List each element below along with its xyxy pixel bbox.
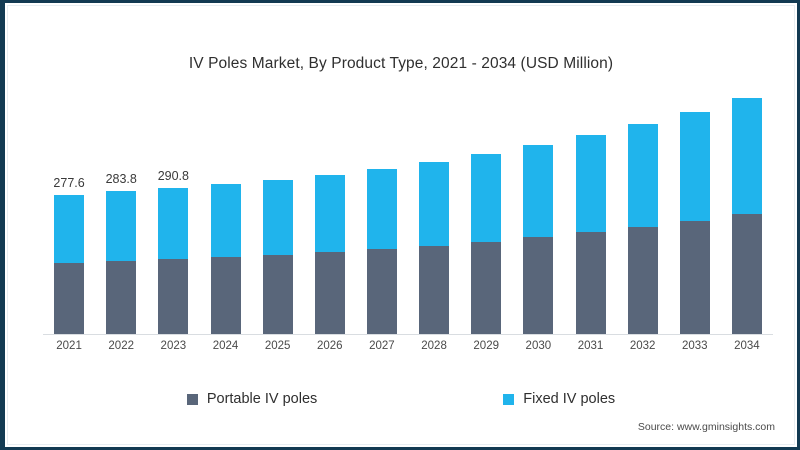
bar-segment-portable <box>106 260 137 334</box>
bar-segment-portable <box>575 232 606 334</box>
bar-group <box>158 187 189 334</box>
bar-segment-fixed <box>210 184 241 258</box>
x-axis-tick-label: 2025 <box>264 340 291 352</box>
plot-area <box>43 103 773 335</box>
bar-segment-fixed <box>575 134 606 233</box>
x-axis-tick-label: 2023 <box>160 340 187 352</box>
bar-segment-fixed <box>523 144 554 238</box>
bar-group <box>471 153 502 334</box>
bar-group <box>731 98 762 334</box>
legend-label-fixed: Fixed IV poles <box>523 391 616 407</box>
bar-group <box>210 184 241 334</box>
x-axis-tick-label: 2027 <box>369 340 395 352</box>
bar-segment-portable <box>314 252 345 334</box>
bar-group <box>419 161 450 334</box>
x-axis-tick-label: 2030 <box>525 340 552 352</box>
bar-group <box>523 144 554 334</box>
bar-value-label: 283.8 <box>105 172 137 187</box>
bar-segment-portable <box>523 237 554 334</box>
bar-segment-fixed <box>366 168 397 250</box>
bar-segment-portable <box>366 249 397 334</box>
bar-segment-portable <box>158 259 189 334</box>
chart-inner-frame <box>7 5 795 445</box>
bar-group <box>54 194 85 334</box>
bar-group <box>575 134 606 334</box>
chart-legend: Portable IV poles Fixed IV poles <box>5 391 797 407</box>
bar-group <box>366 168 397 334</box>
bar-segment-portable <box>419 245 450 334</box>
bar-segment-fixed <box>471 153 502 242</box>
legend-swatch-portable-icon <box>186 393 198 405</box>
x-axis-tick-label: 2022 <box>108 340 134 352</box>
bar-segment-portable <box>54 262 85 334</box>
bar-segment-portable <box>627 226 658 334</box>
chart-title: IV Poles Market, By Product Type, 2021 -… <box>188 55 614 72</box>
x-axis-tick-label: 2031 <box>577 340 604 352</box>
bar-segment-fixed <box>679 111 710 221</box>
bar-segment-fixed <box>314 175 345 253</box>
bar-segment-fixed <box>419 161 450 246</box>
bar-segment-fixed <box>54 194 85 263</box>
bar-group <box>679 111 710 334</box>
bar-segment-portable <box>731 213 762 334</box>
x-axis-tick-label: 2034 <box>734 340 760 352</box>
legend-swatch-fixed-icon <box>503 393 515 405</box>
x-axis-tick-label: 2024 <box>212 340 239 352</box>
bar-value-label: 277.6 <box>53 175 85 190</box>
bar-segment-portable <box>679 220 710 334</box>
bar-group <box>627 123 658 334</box>
bar-value-label: 290.8 <box>157 168 189 183</box>
axis-baseline <box>43 334 773 335</box>
bar-segment-portable <box>471 241 502 334</box>
bar-segment-fixed <box>731 98 762 214</box>
x-axis-tick-label: 2028 <box>421 340 447 352</box>
x-axis-tick-label: 2026 <box>316 340 343 352</box>
bar-group <box>314 175 345 334</box>
bar-segment-fixed <box>262 179 293 255</box>
bar-group <box>262 179 293 334</box>
bar-group <box>106 191 137 334</box>
source-attribution: Source: www.gminsights.com <box>637 421 775 433</box>
legend-item-fixed-iv-poles[interactable]: Fixed IV poles <box>503 391 615 407</box>
bar-segment-portable <box>262 254 293 334</box>
bar-segment-portable <box>210 257 241 334</box>
x-axis-tick-label: 2032 <box>629 340 656 352</box>
legend-item-portable-iv-poles[interactable]: Portable IV poles <box>186 391 318 407</box>
x-axis-tick-label: 2029 <box>473 340 499 352</box>
x-axis-tick-label: 2021 <box>56 340 82 352</box>
bar-segment-fixed <box>158 187 189 260</box>
x-axis-tick-label: 2033 <box>681 340 708 352</box>
bar-segment-fixed <box>627 123 658 227</box>
legend-label-portable: Portable IV poles <box>206 391 318 407</box>
bar-segment-fixed <box>106 191 137 261</box>
